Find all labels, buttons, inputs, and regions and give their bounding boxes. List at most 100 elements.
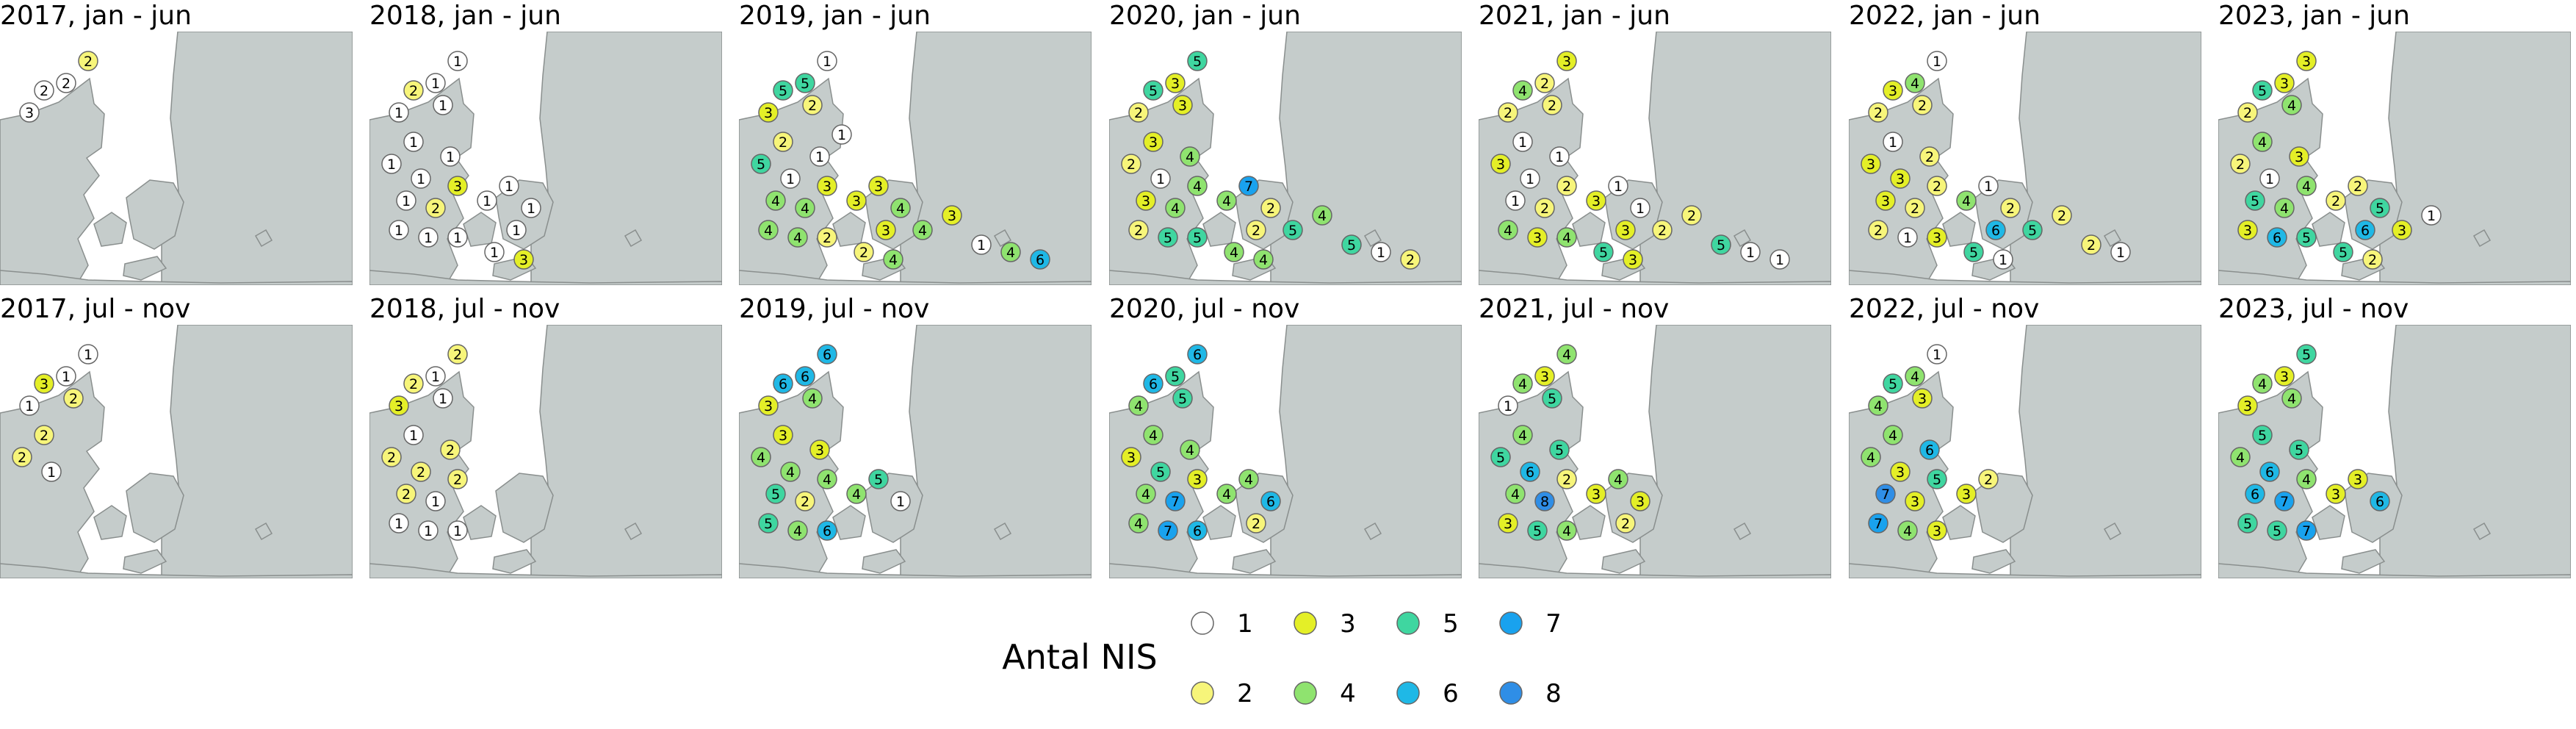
legend-item: 6 [1396, 679, 1459, 708]
nis-marker [1927, 344, 1947, 364]
nis-marker [2296, 344, 2317, 364]
nis-marker-label: 1 [1526, 171, 1534, 187]
nis-marker-label: 3 [2398, 223, 2406, 239]
nis-marker [1875, 190, 1896, 211]
nis-marker-label: 1 [394, 223, 403, 239]
nis-marker-label: 4 [1562, 347, 1571, 363]
legend-item: 2 [1191, 679, 1253, 708]
nis-marker [1586, 484, 1606, 504]
nis-marker-label: 3 [1636, 494, 1645, 510]
nis-marker-label: 1 [409, 134, 418, 151]
nis-marker [1556, 344, 1577, 364]
nis-marker [854, 242, 874, 262]
nis-marker [425, 491, 446, 511]
nis-marker [1187, 469, 1208, 489]
nis-marker [1187, 520, 1208, 541]
nis-marker-label: 3 [1592, 486, 1601, 503]
nis-marker [876, 220, 896, 240]
nis-marker [2296, 51, 2317, 71]
panel-title: 2023, jul - nov [2218, 294, 2409, 324]
nis-marker [1260, 198, 1281, 218]
nis-marker [773, 132, 793, 152]
nis-marker [971, 234, 992, 255]
nis-marker-label: 2 [2353, 179, 2362, 195]
nis-marker-label: 7 [2280, 494, 2289, 510]
nis-marker-label: 2 [453, 347, 462, 363]
legend-item: 7 [1499, 609, 1562, 639]
nis-marker-label: 1 [896, 494, 905, 510]
legend-label: 7 [1545, 609, 1562, 639]
nis-marker [1978, 176, 1999, 196]
nis-marker [1158, 520, 1178, 541]
nis-marker-label: 4 [1222, 193, 1231, 209]
nis-marker-label: 1 [416, 171, 425, 187]
nis-marker-label: 1 [1888, 134, 1897, 151]
nis-marker-label: 4 [1186, 149, 1194, 165]
nis-marker [1681, 205, 1702, 226]
nis-marker [1956, 190, 1977, 211]
nis-marker [1260, 491, 1281, 511]
nis-marker [425, 366, 446, 387]
nis-marker [1927, 176, 1947, 196]
nis-marker [447, 469, 468, 489]
panel-title: 2019, jan - jun [739, 1, 931, 31]
legend-swatch [1396, 611, 1420, 635]
nis-marker-label: 2 [431, 201, 440, 217]
nis-marker-label: 5 [1555, 442, 1564, 459]
nis-marker-label: 3 [1918, 391, 1927, 407]
nis-marker [1282, 220, 1303, 240]
nis-marker [1586, 190, 1606, 211]
nis-marker [34, 373, 54, 394]
nis-marker [2022, 220, 2043, 240]
nis-marker [773, 425, 793, 445]
nis-marker-label: 3 [764, 105, 773, 121]
nis-marker-label: 5 [779, 83, 787, 99]
nis-marker-label: 4 [896, 201, 905, 217]
nis-marker-label: 3 [1621, 223, 1630, 239]
nis-marker [773, 373, 793, 394]
nis-marker [802, 388, 823, 409]
nis-marker-label: 7 [1163, 523, 1172, 539]
nis-marker [41, 462, 62, 482]
nis-marker-label: 4 [808, 391, 817, 407]
nis-marker [1868, 513, 1888, 534]
nis-marker-label: 4 [1006, 245, 1015, 261]
nis-marker [425, 198, 446, 218]
nis-marker [2245, 484, 2265, 504]
nis-marker-label: 3 [1540, 369, 1549, 385]
nis-marker-label: 3 [1962, 486, 1971, 503]
nis-marker-label: 3 [1496, 157, 1505, 173]
nis-marker-label: 5 [1178, 391, 1187, 407]
nis-marker [425, 73, 446, 93]
nis-marker [2237, 102, 2258, 123]
nis-marker-label: 2 [2331, 193, 2340, 209]
nis-marker-label: 2 [1918, 98, 1927, 114]
nis-marker-label: 1 [1636, 201, 1645, 217]
nis-marker-label: 1 [1984, 179, 1993, 195]
nis-marker-label: 1 [1999, 252, 2007, 268]
legend-label: 5 [1443, 609, 1459, 639]
nis-marker [751, 447, 771, 467]
nis-marker-label: 4 [1193, 179, 1202, 195]
legend-label: 8 [1545, 679, 1562, 708]
nis-marker [19, 395, 40, 416]
nis-marker-label: 5 [1149, 83, 1158, 99]
nis-marker-label: 6 [1193, 347, 1202, 363]
nis-marker [1490, 154, 1511, 174]
nis-marker [1143, 132, 1163, 152]
nis-marker [2000, 198, 2021, 218]
nis-marker-label: 1 [1933, 347, 1941, 363]
nis-marker [2252, 373, 2273, 394]
nis-marker [1172, 95, 1193, 115]
nis-marker-label: 3 [25, 105, 34, 121]
nis-marker-label: 5 [2258, 83, 2267, 99]
nis-marker-label: 4 [1134, 516, 1143, 532]
nis-marker [2110, 242, 2131, 262]
nis-marker-label: 2 [823, 230, 831, 246]
nis-marker-label: 2 [1562, 472, 1571, 488]
nis-marker [1608, 469, 1628, 489]
nis-marker-label: 2 [402, 486, 411, 503]
nis-marker-label: 3 [1592, 193, 1601, 209]
nis-marker [1520, 462, 1540, 482]
